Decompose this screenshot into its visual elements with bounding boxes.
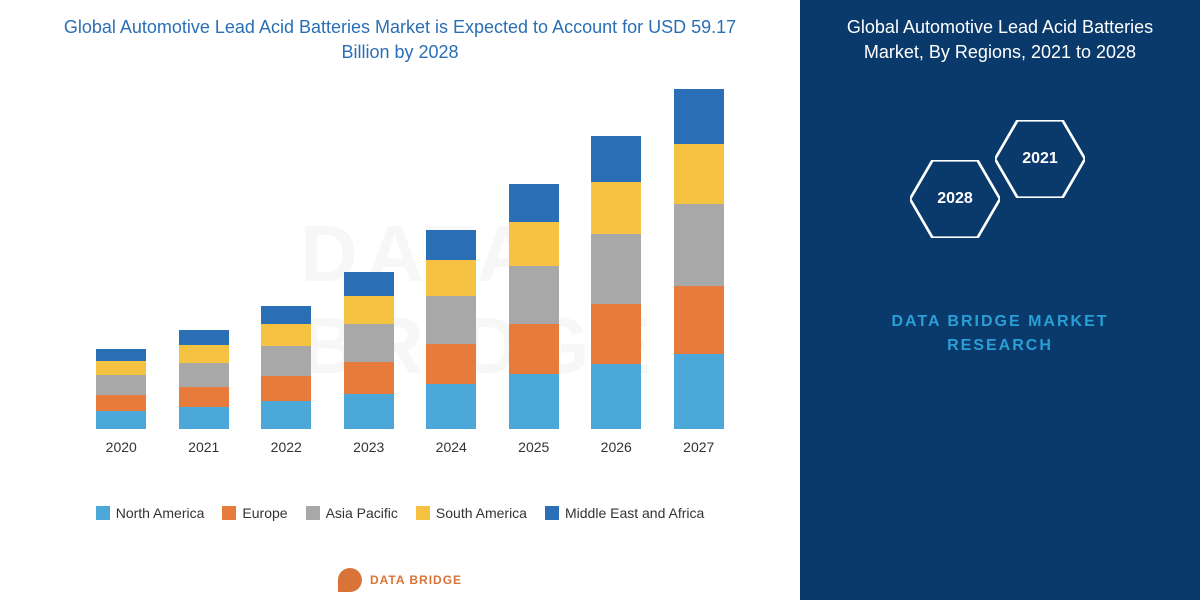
- bar-group: 2026: [581, 136, 651, 455]
- bar-segment: [344, 272, 394, 296]
- bar-segment: [674, 204, 724, 286]
- bar-segment: [426, 296, 476, 344]
- legend-swatch: [96, 506, 110, 520]
- bar-segment: [591, 182, 641, 234]
- stacked-bar: [674, 89, 724, 429]
- bar-segment: [261, 306, 311, 324]
- bar-group: 2023: [334, 272, 404, 455]
- right-panel: Global Automotive Lead Acid Batteries Ma…: [800, 0, 1200, 600]
- x-axis-label: 2027: [683, 439, 714, 455]
- bar-segment: [179, 387, 229, 407]
- legend-item: Europe: [222, 505, 287, 521]
- brand-line1: DATA BRIDGE MARKET: [800, 310, 1200, 334]
- stacked-bar: [344, 272, 394, 429]
- stacked-bar: [261, 306, 311, 429]
- bar-segment: [344, 296, 394, 324]
- legend-item: Asia Pacific: [306, 505, 398, 521]
- hex-label: 2028: [937, 190, 973, 208]
- bar-segment: [674, 354, 724, 429]
- hexagon-badges: 2028 2021: [900, 120, 1100, 270]
- bar-group: 2021: [169, 330, 239, 455]
- x-axis-label: 2020: [106, 439, 137, 455]
- bar-segment: [509, 266, 559, 324]
- legend-label: South America: [436, 505, 527, 521]
- bar-segment: [96, 375, 146, 395]
- legend-swatch: [306, 506, 320, 520]
- stacked-bar: [426, 230, 476, 429]
- legend-swatch: [545, 506, 559, 520]
- stacked-bar: [179, 330, 229, 429]
- bar-segment: [344, 362, 394, 394]
- bottom-brand-logo: DATA BRIDGE: [338, 568, 462, 592]
- bar-group: 2022: [251, 306, 321, 455]
- bar-segment: [96, 411, 146, 429]
- brand-line2: RESEARCH: [800, 334, 1200, 358]
- brand-text: DATA BRIDGE MARKET RESEARCH: [800, 310, 1200, 358]
- hex-badge-2021: 2021: [995, 120, 1085, 198]
- bar-segment: [96, 349, 146, 361]
- legend-label: Europe: [242, 505, 287, 521]
- bar-segment: [509, 374, 559, 429]
- bar-segment: [674, 144, 724, 204]
- bar-segment: [426, 344, 476, 384]
- bar-segment: [591, 136, 641, 182]
- x-axis-label: 2025: [518, 439, 549, 455]
- bar-segment: [179, 330, 229, 345]
- bar-segment: [591, 234, 641, 304]
- legend-item: North America: [96, 505, 205, 521]
- x-axis-label: 2021: [188, 439, 219, 455]
- bar-segment: [426, 384, 476, 429]
- bar-segment: [261, 346, 311, 376]
- bar-segment: [344, 394, 394, 429]
- chart-legend: North America Europe Asia Pacific South Ame…: [0, 505, 800, 521]
- legend-label: Middle East and Africa: [565, 505, 704, 521]
- legend-label: North America: [116, 505, 205, 521]
- bar-segment: [591, 304, 641, 364]
- bar-segment: [509, 222, 559, 266]
- x-axis-label: 2026: [601, 439, 632, 455]
- x-axis-label: 2022: [271, 439, 302, 455]
- bar-segment: [261, 324, 311, 346]
- bar-group: 2025: [499, 184, 569, 455]
- bar-segment: [426, 260, 476, 296]
- bar-segment: [179, 407, 229, 429]
- bar-segment: [96, 361, 146, 375]
- bar-segment: [591, 364, 641, 429]
- bar-segment: [509, 184, 559, 222]
- x-axis-label: 2024: [436, 439, 467, 455]
- chart-panel: Global Automotive Lead Acid Batteries Ma…: [0, 0, 800, 600]
- bottom-logo-text: DATA BRIDGE: [370, 573, 462, 587]
- hex-badge-2028: 2028: [910, 160, 1000, 238]
- stacked-bar: [591, 136, 641, 429]
- bar-segment: [179, 345, 229, 363]
- chart-area: 2020 2021 2022 2023 2024 2025 2026 2027: [40, 95, 760, 495]
- chart-title: Global Automotive Lead Acid Batteries Ma…: [0, 0, 800, 75]
- bar-group: 2024: [416, 230, 486, 455]
- x-axis-label: 2023: [353, 439, 384, 455]
- bar-segment: [344, 324, 394, 362]
- bar-segment: [261, 376, 311, 401]
- bar-group: 2020: [86, 349, 156, 455]
- bar-segment: [509, 324, 559, 374]
- bar-segment: [674, 286, 724, 354]
- legend-label: Asia Pacific: [326, 505, 398, 521]
- bar-segment: [261, 401, 311, 429]
- legend-item: South America: [416, 505, 527, 521]
- hex-label: 2021: [1022, 150, 1058, 168]
- bar-segment: [96, 395, 146, 411]
- stacked-bar: [509, 184, 559, 429]
- bar-segment: [674, 89, 724, 144]
- legend-swatch: [222, 506, 236, 520]
- bar-segment: [179, 363, 229, 387]
- right-panel-title: Global Automotive Lead Acid Batteries Ma…: [800, 0, 1200, 80]
- bar-group: 2027: [664, 89, 734, 455]
- legend-swatch: [416, 506, 430, 520]
- stacked-bar: [96, 349, 146, 429]
- bars-container: 2020 2021 2022 2023 2024 2025 2026 2027: [80, 115, 740, 455]
- legend-item: Middle East and Africa: [545, 505, 704, 521]
- logo-icon: [338, 568, 362, 592]
- bar-segment: [426, 230, 476, 260]
